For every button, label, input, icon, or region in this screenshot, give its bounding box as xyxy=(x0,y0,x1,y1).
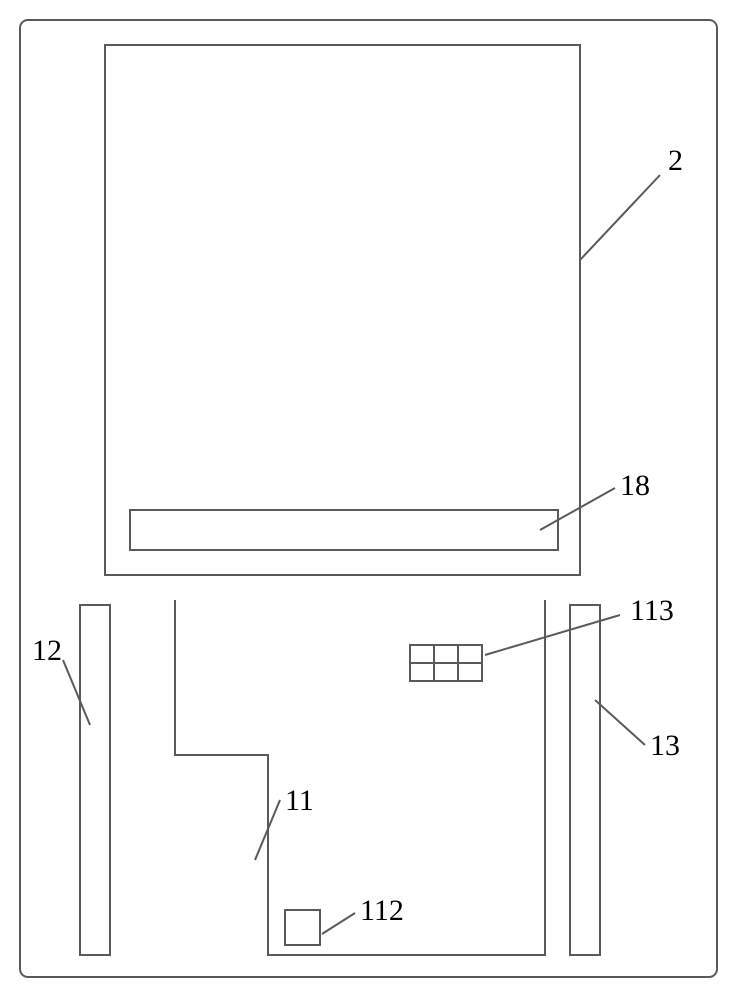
grid-113 xyxy=(410,645,482,681)
label-18: 18 xyxy=(620,469,650,502)
label-2: 2 xyxy=(668,144,683,177)
outer-frame xyxy=(20,20,717,977)
label-11: 11 xyxy=(285,784,314,817)
label-12: 12 xyxy=(32,634,62,667)
box-112 xyxy=(285,910,320,945)
label-113: 113 xyxy=(630,594,674,627)
label-13: 13 xyxy=(650,729,680,762)
leg-12 xyxy=(80,605,110,955)
label-112: 112 xyxy=(360,894,404,927)
diagram-canvas: 2 18 12 13 11 112 113 xyxy=(0,0,737,1000)
box-2 xyxy=(105,45,580,575)
leg-13 xyxy=(570,605,600,955)
box-18 xyxy=(130,510,558,550)
